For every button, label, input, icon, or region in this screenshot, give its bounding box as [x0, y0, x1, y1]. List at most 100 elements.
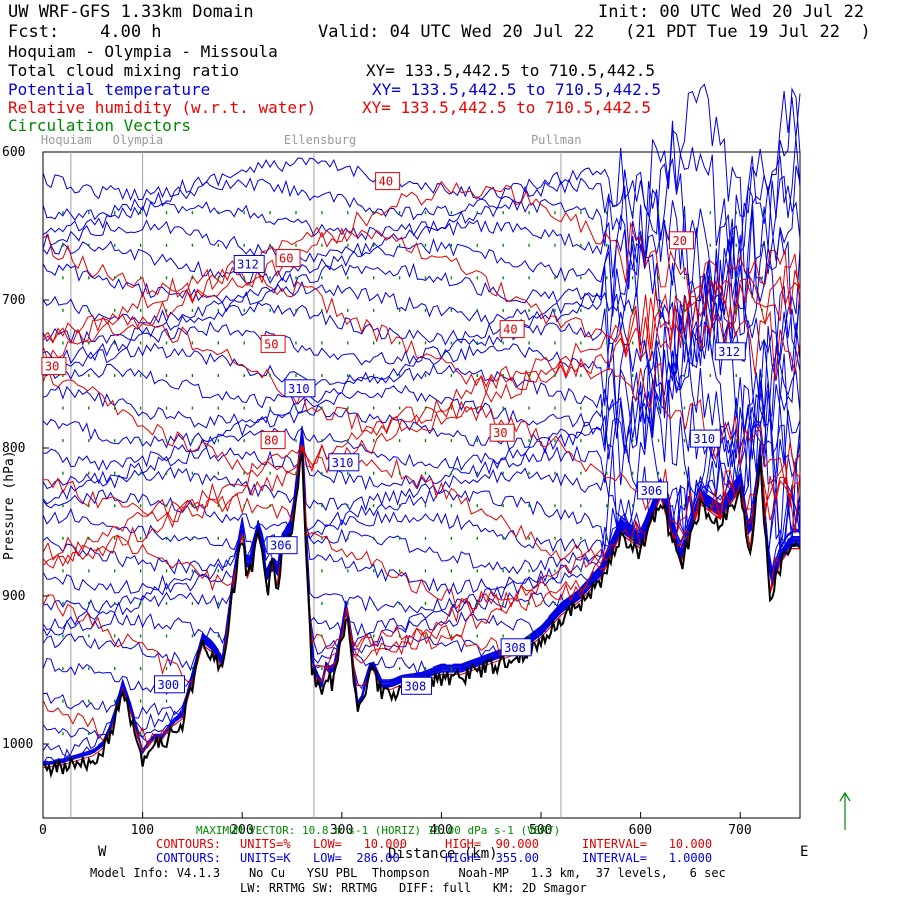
rh-interval: INTERVAL= 10.000 — [582, 837, 713, 851]
x-tick-label: 600 — [629, 823, 652, 838]
theta-contour — [42, 428, 801, 573]
rh-contour — [43, 400, 801, 540]
rh-label-box — [260, 334, 286, 353]
y-axis-label: Pressure (hPa) — [2, 450, 17, 560]
rh-contour-label: 40 — [503, 323, 517, 337]
valid-time: Valid: 04 UTC Wed 20 Jul 22 (21 PDT Tue … — [318, 22, 871, 42]
theta-label-box — [500, 638, 532, 657]
forecast-hour: Fcst: 4.00 h — [8, 22, 162, 42]
theta-label-box — [233, 254, 265, 273]
theta-label-box — [401, 676, 433, 695]
theta-high: HIGH= 355.00 — [445, 851, 539, 865]
rh-contours-label: CONTOURS: — [156, 837, 222, 851]
theta-contour — [42, 442, 800, 766]
theta-contour — [42, 93, 801, 329]
x-tick-label: 300 — [330, 823, 353, 838]
rh-contour — [42, 249, 801, 391]
rh-label-box — [275, 249, 301, 268]
y-tick-label: 600 — [2, 145, 25, 160]
plot-frame — [42, 151, 801, 819]
rh-contour-label: 60 — [279, 252, 293, 266]
rh-contour-label: 20 — [672, 234, 686, 248]
theta-interval: INTERVAL= 1.0000 — [582, 851, 713, 865]
rh-label-box — [260, 431, 286, 450]
rh-label-box — [375, 172, 401, 191]
theta-units: UNITS=K — [240, 851, 291, 865]
model-title: UW WRF-GFS 1.33km Domain — [8, 2, 254, 22]
reference-vector-head — [839, 791, 851, 802]
theta-contour — [42, 431, 801, 614]
theta-contour-label: 310 — [332, 456, 354, 470]
theta-contour — [42, 285, 801, 499]
y-tick-label: 700 — [2, 293, 25, 308]
model-info: Model Info: V4.1.3 No Cu YSU PBL Thompso… — [90, 866, 726, 880]
theta-label-box — [328, 453, 360, 472]
rh-label-box — [499, 320, 525, 339]
rh-contour — [42, 226, 801, 361]
theta-contour — [42, 281, 801, 487]
theta-label-box — [637, 481, 669, 500]
theta-contour-label: 308 — [504, 641, 526, 655]
theta-low: LOW= 286.00 — [313, 851, 400, 865]
theta-contour-label: 310 — [693, 432, 715, 446]
theta-contour — [42, 87, 801, 339]
place-label-ellensburg: Ellensburg — [284, 133, 356, 147]
theta-label-box — [689, 429, 721, 448]
rh-contour — [42, 180, 801, 322]
theta-contour — [42, 424, 800, 570]
x-axis-label: Distance (km) — [388, 846, 498, 862]
x-tick-label: 100 — [131, 823, 154, 838]
theta-contour-label: 306 — [270, 539, 292, 553]
theta-contour-label: 308 — [405, 679, 427, 693]
rh-contour — [42, 444, 800, 657]
legend-theta: Potential temperature — [8, 80, 211, 99]
x-tick-label: 200 — [230, 823, 253, 838]
x-tick-label: 700 — [728, 823, 751, 838]
theta-label-box — [284, 379, 316, 398]
theta-contour-label: 312 — [718, 345, 740, 359]
theta-label-box — [153, 675, 185, 694]
rh-contour-label: 30 — [45, 360, 59, 374]
theta-contour — [42, 248, 801, 488]
east-label: E — [800, 844, 808, 860]
x-tick-label: 500 — [529, 823, 552, 838]
rh-contour-label: 80 — [264, 434, 278, 448]
theta-contour — [42, 91, 801, 345]
theta-label-box — [714, 342, 746, 361]
legend-rh: Relative humidity (w.r.t. water) — [8, 98, 317, 117]
theta-contour — [42, 311, 801, 495]
init-time: Init: 00 UTC Wed 20 Jul 22 — [598, 2, 865, 22]
rh-low: LOW= 10.000 — [313, 837, 407, 851]
legend-rh-xy: XY= 133.5,442.5 to 710.5,442.5 — [362, 98, 651, 117]
rh-contour — [42, 356, 801, 485]
y-tick-label: 900 — [2, 589, 25, 604]
route-title: Hoquiam - Olympia - Missoula — [8, 42, 278, 61]
rh-label-box — [668, 231, 694, 250]
theta-contour — [42, 291, 801, 485]
theta-contour — [42, 329, 801, 500]
rh-contour-label: 30 — [493, 426, 507, 440]
theta-contour-label: 312 — [237, 257, 259, 271]
theta-contour — [42, 368, 800, 536]
rh-label-box — [41, 357, 67, 376]
rh-contour-label: 50 — [264, 337, 278, 351]
rh-units: UNITS=% — [240, 837, 291, 851]
legend-cloud: Total cloud mixing ratio — [8, 61, 240, 80]
x-tick-label: 400 — [429, 823, 452, 838]
place-label-hoquiam: Hoquiam — [41, 133, 92, 147]
max-vector-label: MAXIMUM VECTOR: 10.8 m s-1 (HORIZ) 15.00… — [196, 824, 560, 837]
rh-contour-label: 40 — [379, 175, 393, 189]
model-info-physics: LW: RRTMG SW: RRTMG DIFF: full KM: 2D Sm… — [240, 881, 587, 895]
theta-contour-label: 300 — [157, 678, 179, 692]
west-label: W — [98, 844, 107, 860]
rh-high: HIGH= 90.000 — [445, 837, 539, 851]
rh-label-box — [489, 423, 515, 442]
rh-contour — [42, 444, 800, 748]
place-label-pullman: Pullman — [531, 133, 582, 147]
rh-contour — [42, 444, 801, 612]
place-label-olympia: Olympia — [113, 133, 164, 147]
legend-cloud-xy: XY= 133.5,442.5 to 710.5,442.5 — [366, 61, 655, 80]
legend-theta-xy: XY= 133.5,442.5 to 710.5,442.5 — [372, 80, 661, 99]
theta-contour-label: 306 — [641, 484, 663, 498]
